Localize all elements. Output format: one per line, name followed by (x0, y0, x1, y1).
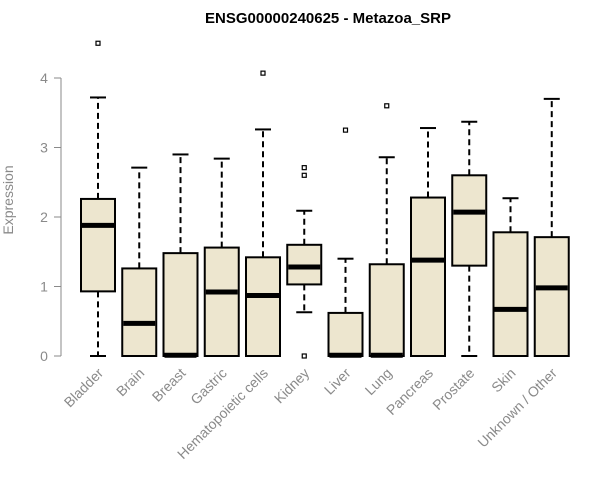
iqr-box (121, 267, 158, 357)
iqr-box (410, 196, 446, 357)
y-axis-ticks: 0 1 2 3 4 (40, 70, 61, 364)
boxplot-series (80, 40, 570, 359)
x-tick-label: Lung (362, 365, 395, 398)
iqr-box (327, 311, 364, 358)
iqr-box (492, 231, 529, 357)
box-pancreas (410, 127, 446, 357)
x-tick-label: Breast (149, 365, 189, 405)
x-tick-label: Prostate (429, 365, 477, 413)
outlier-point (301, 353, 307, 359)
y-tick-label: 3 (40, 140, 48, 156)
outlier-point (260, 70, 266, 76)
box-unknown-other (533, 97, 570, 357)
y-tick-label: 0 (40, 348, 48, 364)
box-skin (492, 197, 529, 357)
outlier-point (301, 165, 307, 171)
x-tick-label: Liver (321, 365, 354, 398)
y-axis-label: Expression (0, 165, 16, 234)
box-brain (121, 166, 158, 357)
x-tick-label: Kidney (271, 365, 313, 407)
y-tick-label: 2 (40, 209, 48, 225)
box-bladder (80, 40, 116, 357)
box-breast (162, 153, 199, 358)
chart-title: ENSG00000240625 - Metazoa_SRP (205, 10, 451, 27)
iqr-box (533, 236, 570, 357)
outlier-point (301, 172, 307, 178)
x-tick-label: Brain (113, 365, 147, 399)
iqr-box (368, 263, 405, 358)
x-tick-label: Bladder (61, 365, 107, 411)
outlier-point (384, 103, 390, 109)
x-tick-label: Skin (488, 365, 519, 396)
outlier-point (95, 40, 101, 46)
iqr-box (451, 174, 488, 267)
box-hematopoietic-cells (245, 70, 281, 357)
box-lung (368, 103, 405, 358)
box-gastric (203, 157, 240, 357)
iqr-box (245, 256, 281, 357)
iqr-box (203, 246, 240, 357)
y-tick-label: 4 (40, 70, 48, 86)
outlier-point (342, 127, 349, 133)
box-prostate (451, 120, 488, 357)
iqr-box (80, 197, 116, 293)
iqr-box (162, 252, 199, 357)
y-tick-label: 1 (40, 279, 48, 295)
box-liver (327, 127, 364, 358)
box-kidney (286, 165, 323, 359)
